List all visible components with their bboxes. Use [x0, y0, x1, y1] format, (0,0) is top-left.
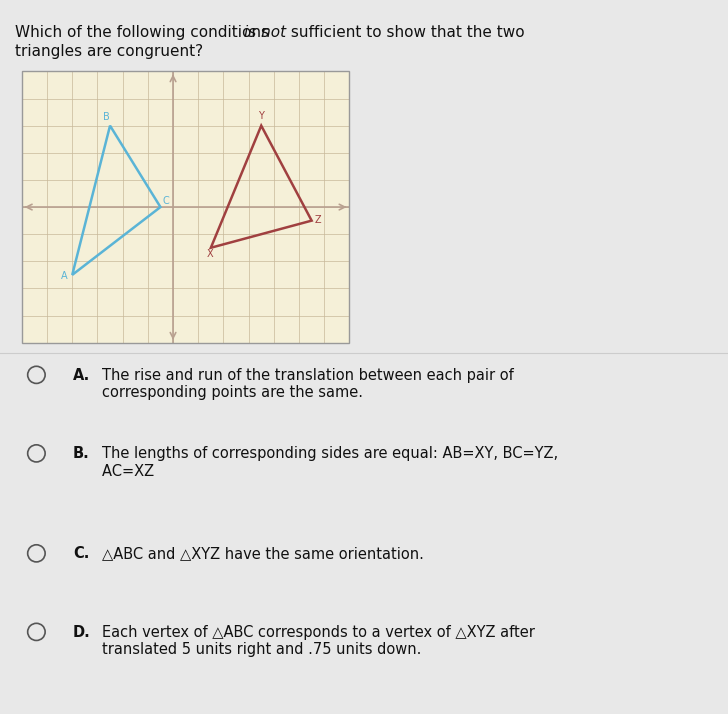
Text: triangles are congruent?: triangles are congruent?	[15, 44, 202, 59]
Text: B.: B.	[73, 446, 90, 461]
Text: The rise and run of the translation between each pair of
corresponding points ar: The rise and run of the translation betw…	[102, 368, 514, 400]
Text: Y: Y	[258, 111, 264, 121]
Text: Each vertex of △ABC corresponds to a vertex of △XYZ after
translated 5 units rig: Each vertex of △ABC corresponds to a ver…	[102, 625, 535, 657]
Text: Which of the following conditions: Which of the following conditions	[15, 25, 274, 40]
Text: The lengths of corresponding sides are equal: AB​=​XY, BC​=​YZ,
AC​=​XZ: The lengths of corresponding sides are e…	[102, 446, 558, 478]
Text: X: X	[206, 249, 213, 259]
Text: is not: is not	[244, 25, 286, 40]
Text: B: B	[103, 112, 110, 122]
Text: △ABC and △XYZ have the same orientation.: △ABC and △XYZ have the same orientation.	[102, 546, 424, 561]
Text: Z: Z	[314, 216, 321, 226]
Text: A: A	[61, 271, 68, 281]
Text: D.: D.	[73, 625, 90, 640]
Text: C.: C.	[73, 546, 89, 561]
Text: C: C	[162, 196, 169, 206]
Text: A.: A.	[73, 368, 90, 383]
Text: sufficient to show that the two: sufficient to show that the two	[286, 25, 525, 40]
